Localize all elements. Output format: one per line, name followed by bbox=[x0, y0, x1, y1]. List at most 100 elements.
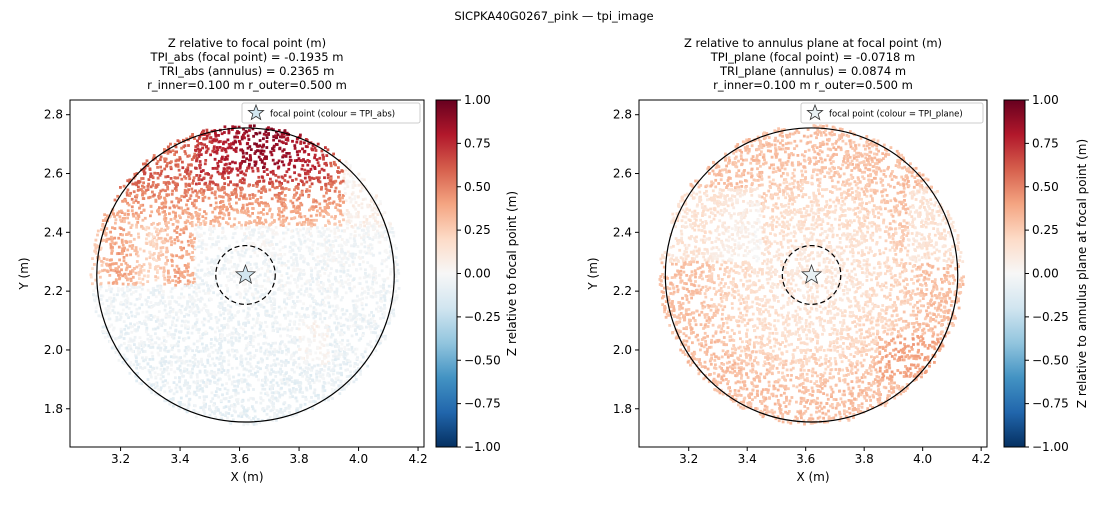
data-point bbox=[279, 223, 283, 227]
data-point bbox=[157, 319, 161, 323]
data-point bbox=[233, 217, 237, 221]
data-point bbox=[293, 304, 297, 307]
data-point bbox=[226, 275, 229, 279]
data-point bbox=[312, 309, 316, 312]
data-point bbox=[306, 314, 310, 317]
data-point bbox=[280, 135, 284, 139]
data-point bbox=[332, 200, 336, 204]
data-point bbox=[346, 379, 350, 382]
data-point bbox=[328, 305, 331, 309]
data-point bbox=[221, 207, 225, 211]
data-point bbox=[327, 274, 331, 278]
data-point bbox=[318, 312, 322, 316]
data-point bbox=[256, 275, 260, 278]
data-point bbox=[337, 175, 340, 179]
data-point bbox=[380, 224, 384, 227]
data-point bbox=[297, 344, 300, 348]
data-point bbox=[241, 334, 245, 337]
data-point bbox=[213, 412, 216, 415]
data-point bbox=[241, 151, 245, 155]
data-point bbox=[238, 295, 242, 299]
data-point bbox=[223, 125, 227, 129]
data-point bbox=[131, 269, 135, 273]
data-point bbox=[232, 403, 236, 406]
data-point bbox=[111, 237, 114, 241]
data-point bbox=[345, 362, 349, 366]
data-point bbox=[298, 381, 302, 384]
data-point bbox=[119, 233, 123, 236]
data-point bbox=[153, 267, 157, 271]
data-point bbox=[205, 243, 209, 247]
data-point bbox=[285, 272, 289, 275]
data-point bbox=[135, 379, 139, 383]
data-point bbox=[265, 157, 268, 160]
data-point bbox=[171, 346, 174, 349]
data-point bbox=[288, 319, 292, 323]
data-point bbox=[257, 303, 261, 307]
data-point bbox=[297, 273, 301, 277]
data-point bbox=[278, 147, 281, 151]
data-point bbox=[220, 329, 224, 332]
data-point bbox=[248, 362, 252, 366]
data-point bbox=[153, 327, 157, 331]
data-point bbox=[243, 193, 247, 197]
data-point bbox=[328, 283, 332, 287]
data-point bbox=[134, 181, 138, 185]
data-point bbox=[197, 153, 200, 157]
data-point bbox=[272, 359, 276, 362]
data-point bbox=[336, 294, 340, 298]
data-point bbox=[174, 159, 178, 163]
data-point bbox=[220, 188, 224, 192]
data-point bbox=[143, 350, 147, 353]
data-point bbox=[343, 387, 346, 391]
data-point bbox=[187, 390, 191, 394]
data-point bbox=[153, 341, 157, 345]
data-point bbox=[290, 263, 294, 267]
data-point bbox=[275, 266, 279, 270]
data-point bbox=[366, 364, 370, 368]
data-point bbox=[146, 280, 150, 283]
data-point bbox=[280, 261, 284, 265]
data-point bbox=[381, 293, 384, 297]
data-point bbox=[247, 374, 250, 378]
data-point bbox=[233, 380, 236, 383]
data-point bbox=[248, 263, 252, 266]
data-point bbox=[308, 178, 312, 182]
data-point bbox=[361, 297, 365, 301]
data-point bbox=[265, 168, 269, 171]
data-point bbox=[353, 242, 356, 246]
data-point bbox=[188, 295, 191, 299]
data-point bbox=[340, 282, 344, 286]
data-point bbox=[237, 382, 240, 385]
data-point bbox=[235, 240, 239, 244]
data-point bbox=[182, 295, 186, 299]
data-point bbox=[222, 187, 226, 191]
data-point bbox=[249, 335, 253, 338]
data-point bbox=[119, 316, 123, 319]
data-point bbox=[264, 220, 268, 224]
data-point bbox=[367, 251, 371, 255]
data-point bbox=[336, 345, 340, 348]
data-point bbox=[350, 225, 354, 228]
data-point bbox=[137, 352, 140, 356]
data-point bbox=[205, 373, 209, 377]
data-point bbox=[205, 149, 209, 153]
data-point bbox=[215, 319, 219, 323]
data-point bbox=[329, 369, 333, 373]
data-point bbox=[216, 254, 220, 258]
data-point bbox=[130, 205, 134, 209]
data-point bbox=[235, 366, 239, 370]
data-point bbox=[349, 289, 353, 293]
data-point bbox=[365, 325, 368, 329]
data-point bbox=[188, 172, 192, 176]
data-point bbox=[242, 133, 245, 137]
data-point bbox=[246, 342, 250, 345]
data-point bbox=[318, 333, 321, 337]
data-point bbox=[265, 407, 269, 411]
data-point bbox=[288, 405, 292, 408]
data-point bbox=[128, 244, 132, 248]
data-point bbox=[111, 309, 115, 312]
data-point bbox=[209, 272, 212, 276]
data-point bbox=[174, 376, 177, 380]
data-point bbox=[198, 369, 202, 373]
